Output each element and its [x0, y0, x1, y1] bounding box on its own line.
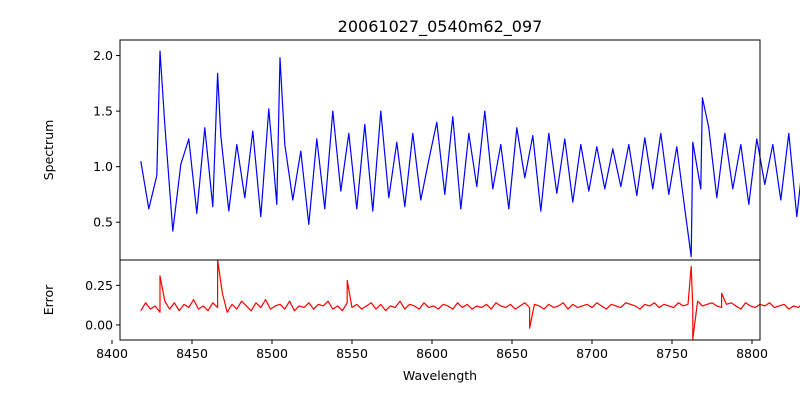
x-tick-label: 8450	[176, 346, 208, 361]
error-y-tick-label: 0.00	[85, 317, 113, 332]
error-y-ticks: 0.00 0.25	[85, 278, 120, 332]
x-tick-label: 8700	[576, 346, 608, 361]
spectrum-y-label: Spectrum	[41, 120, 56, 181]
error-axes-frame	[119, 259, 761, 341]
x-tick-label: 8500	[256, 346, 288, 361]
x-tick-label: 8600	[416, 346, 448, 361]
error-plot-area	[140, 259, 800, 340]
wavelength-x-ticks: 8400 8450 8500 8550 8600 8650 8700 8750 8800	[96, 340, 768, 361]
spectrum-y-tick-label: 0.5	[93, 215, 113, 230]
error-panel: 0.00 0.25 8400 8450 8500 8550 8600 8650 8700 875…	[41, 259, 800, 383]
x-tick-label: 8400	[96, 346, 128, 361]
error-y-tick-label: 0.25	[85, 278, 113, 293]
chart-title: 20061027_0540m62_097	[338, 17, 543, 37]
error-y-label: Error	[41, 284, 56, 315]
x-tick-label: 8800	[736, 346, 768, 361]
spectrum-series-line	[140, 50, 800, 258]
spectrum-y-tick-label: 2.0	[93, 48, 113, 63]
spectrum-plot-area	[140, 50, 800, 258]
spectrum-y-tick-label: 1.5	[93, 104, 113, 119]
x-tick-label: 8650	[496, 346, 528, 361]
x-axis-label: Wavelength	[403, 368, 477, 383]
error-series-line	[140, 259, 800, 340]
spectrum-y-tick-label: 1.0	[93, 159, 113, 174]
spectrum-y-ticks: 0.5 1.0 1.5 2.0	[93, 48, 120, 230]
x-tick-label: 8550	[336, 346, 368, 361]
x-tick-label: 8750	[656, 346, 688, 361]
